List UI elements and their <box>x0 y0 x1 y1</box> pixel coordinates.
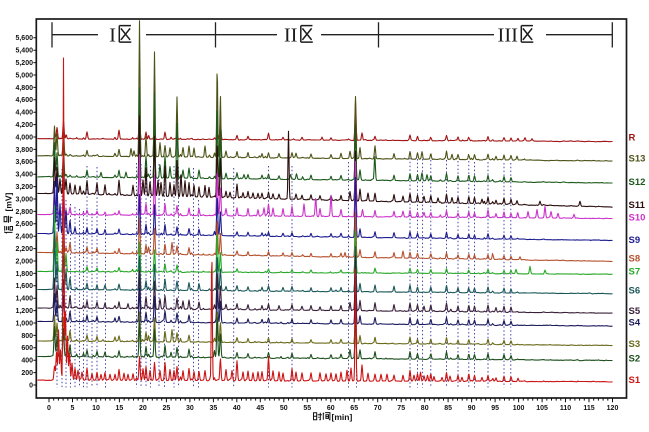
svg-text:S2: S2 <box>629 354 641 365</box>
svg-text:120: 120 <box>607 405 619 412</box>
svg-text:S10: S10 <box>629 213 646 224</box>
svg-text:S12: S12 <box>629 177 646 188</box>
svg-text:1,000: 1,000 <box>15 320 33 327</box>
svg-text:2,800: 2,800 <box>15 209 33 216</box>
svg-text:1,800: 1,800 <box>15 271 33 278</box>
svg-text:S3: S3 <box>629 339 641 350</box>
svg-text:S13: S13 <box>629 154 646 165</box>
svg-text:1,200: 1,200 <box>15 308 33 315</box>
svg-text:5,000: 5,000 <box>15 72 33 79</box>
svg-text:S9: S9 <box>629 235 641 246</box>
svg-text:4,400: 4,400 <box>15 110 33 117</box>
svg-text:600: 600 <box>21 345 33 352</box>
svg-text:2,000: 2,000 <box>15 258 33 265</box>
svg-text:400: 400 <box>21 358 33 365</box>
svg-text:200: 200 <box>21 370 33 377</box>
svg-text:110: 110 <box>560 405 571 412</box>
svg-text:2,600: 2,600 <box>15 221 33 228</box>
svg-text:15: 15 <box>116 405 124 412</box>
svg-text:4,200: 4,200 <box>15 122 33 129</box>
svg-text:105: 105 <box>536 405 548 412</box>
svg-text:65: 65 <box>350 405 358 412</box>
svg-text:70: 70 <box>374 405 382 412</box>
svg-text:1,400: 1,400 <box>15 296 33 303</box>
svg-text:S8: S8 <box>629 254 641 265</box>
svg-text:10: 10 <box>92 405 100 412</box>
svg-text:45: 45 <box>256 405 264 412</box>
svg-text:35: 35 <box>210 405 218 412</box>
svg-text:90: 90 <box>468 405 476 412</box>
svg-text:25: 25 <box>163 405 171 412</box>
svg-text:20: 20 <box>139 405 147 412</box>
svg-text:S6: S6 <box>629 286 641 297</box>
svg-text:2,400: 2,400 <box>15 234 33 241</box>
svg-text:III: III <box>498 24 519 46</box>
svg-text:II: II <box>284 24 298 46</box>
svg-text:4,000: 4,000 <box>15 134 33 141</box>
svg-text:50: 50 <box>280 405 288 412</box>
svg-text:S11: S11 <box>629 200 646 211</box>
svg-text:4,600: 4,600 <box>15 97 33 104</box>
svg-text:2,200: 2,200 <box>15 246 33 253</box>
svg-text:5: 5 <box>71 405 75 412</box>
svg-text:60: 60 <box>327 405 335 412</box>
svg-text:95: 95 <box>491 405 499 412</box>
svg-text:S5: S5 <box>629 306 641 317</box>
svg-text:3,000: 3,000 <box>15 196 33 203</box>
svg-text:40: 40 <box>233 405 241 412</box>
svg-text:I: I <box>109 24 116 46</box>
svg-text:R: R <box>629 133 636 144</box>
svg-text:4,800: 4,800 <box>15 85 33 92</box>
svg-text:30: 30 <box>186 405 194 412</box>
svg-text:0: 0 <box>29 382 33 389</box>
svg-text:5,600: 5,600 <box>15 35 33 42</box>
svg-text:3,400: 3,400 <box>15 172 33 179</box>
svg-text:S1: S1 <box>629 375 641 386</box>
svg-text:3,200: 3,200 <box>15 184 33 191</box>
svg-text:1,600: 1,600 <box>15 283 33 290</box>
svg-text:75: 75 <box>397 405 405 412</box>
svg-text:85: 85 <box>444 405 452 412</box>
svg-text:0: 0 <box>47 405 51 412</box>
svg-text:[min]: [min] <box>332 412 353 422</box>
svg-text:5,400: 5,400 <box>15 48 33 55</box>
svg-text:80: 80 <box>421 405 429 412</box>
svg-text:S4: S4 <box>629 318 641 329</box>
svg-text:S7: S7 <box>629 267 641 278</box>
svg-text:55: 55 <box>303 405 311 412</box>
svg-text:3,600: 3,600 <box>15 159 33 166</box>
svg-text:3,800: 3,800 <box>15 147 33 154</box>
svg-text:100: 100 <box>513 405 525 412</box>
svg-text:115: 115 <box>583 405 594 412</box>
svg-text:[mV]: [mV] <box>3 192 13 211</box>
svg-text:5,200: 5,200 <box>15 60 33 67</box>
svg-text:800: 800 <box>21 333 33 340</box>
